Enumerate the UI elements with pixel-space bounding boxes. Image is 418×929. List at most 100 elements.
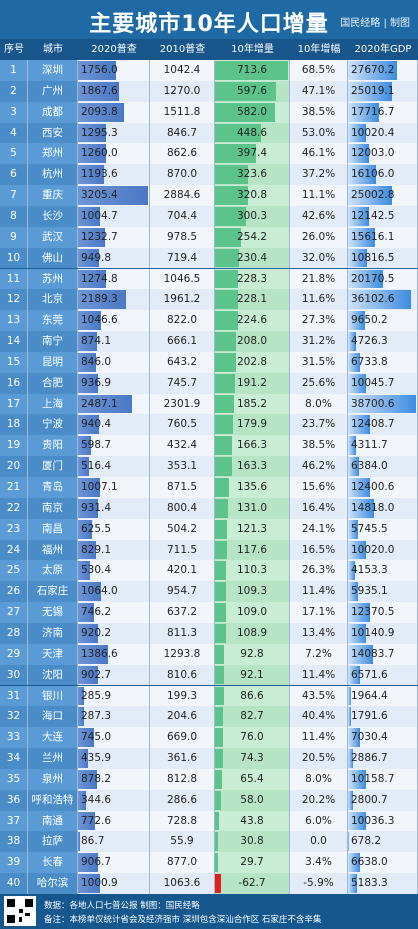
cell-text: 432.4: [166, 439, 198, 452]
cell-growth: 53.0%: [290, 122, 348, 144]
cell-text: 3: [10, 105, 17, 118]
cell-text: 4153.3: [351, 564, 388, 577]
cell-city: 大连: [28, 727, 78, 749]
cell-text: 17.1%: [301, 606, 336, 619]
value-bar: [348, 498, 375, 518]
cell-pop2010: 719.4: [150, 247, 215, 269]
cell-rank: 30: [0, 664, 28, 686]
cell-growth: 24.1%: [290, 518, 348, 540]
value-bar: [78, 686, 85, 706]
cell-pop2020: 1000.9: [78, 873, 150, 894]
cell-pop2020: 287.3: [78, 706, 150, 728]
cell-text: 24.1%: [301, 522, 336, 535]
cell-rank: 19: [0, 435, 28, 457]
cell-pop2010: 711.5: [150, 539, 215, 561]
table-row: 29 天津 1386.6 1293.8 92.8 7.2% 14083.7: [0, 643, 418, 665]
cell-pop2010: 954.7: [150, 581, 215, 603]
cell-gdp: 6384.0: [348, 456, 418, 477]
cell-text: 772.6: [81, 814, 112, 827]
cell-increase: 29.7: [215, 852, 290, 874]
cell-text: 30.8: [240, 835, 264, 848]
cell-text: 11.1%: [301, 189, 336, 202]
cell-text: 13.4%: [301, 626, 336, 639]
cell-growth: 11.1%: [290, 185, 348, 206]
cell-text: 254.2: [236, 230, 268, 243]
value-bar: [215, 332, 237, 351]
cell-text: 16: [6, 376, 21, 389]
cell-rank: 23: [0, 518, 28, 540]
table-row: 4 西安 1295.3 846.7 448.6 53.0% 10020.4: [0, 122, 418, 144]
footer-source: 数据：各地人口七普公报 制图：国民经略: [44, 901, 200, 911]
cell-growth: 13.4%: [290, 622, 348, 644]
value-bar: [78, 665, 98, 685]
cell-text: 2189.3: [81, 293, 118, 306]
cell-rank: 10: [0, 247, 28, 269]
cell-text: 353.1: [166, 460, 198, 473]
cell-rank: 27: [0, 602, 28, 623]
value-bar: [348, 290, 412, 310]
cell-pop2020: 530.4: [78, 560, 150, 582]
cell-text: 太原: [42, 564, 63, 577]
cell-increase: 323.6: [215, 164, 290, 186]
cell-text: 504.2: [166, 522, 198, 535]
value-bar: [78, 206, 100, 226]
cell-pop2020: 598.7: [78, 435, 150, 457]
value-bar: [215, 811, 220, 831]
cell-text: 2886.7: [351, 752, 388, 765]
value-bar: [215, 623, 227, 643]
cell-text: 长春: [42, 856, 63, 869]
table-row: 22 南京 931.4 800.4 131.0 16.4% 14818.0: [0, 497, 418, 519]
value-bar: [348, 144, 370, 164]
cell-gdp: 38700.6: [348, 393, 418, 415]
cell-pop2010: 504.2: [150, 518, 215, 540]
cell-text: 12408.7: [351, 418, 395, 431]
cell-text: 8: [10, 209, 17, 222]
cell-text: 16.4%: [301, 501, 336, 514]
cell-pop2010: 353.1: [150, 456, 215, 477]
value-bar: [215, 436, 232, 456]
cell-text: 902.7: [81, 668, 112, 681]
cell-gdp: 4153.3: [348, 560, 418, 582]
value-bar: [348, 623, 366, 643]
cell-increase: 166.3: [215, 435, 290, 457]
cell-text: 27670.2: [351, 64, 395, 76]
cell-text: 110.3: [236, 564, 268, 577]
cell-growth: 0.0: [290, 831, 348, 853]
cell-rank: 5: [0, 143, 28, 165]
cell-pop2020: 1193.6: [78, 164, 150, 186]
cell-rank: 20: [0, 456, 28, 477]
cell-text: 204.6: [166, 710, 198, 723]
value-bar: [348, 248, 367, 268]
cell-text: 东莞: [42, 314, 63, 327]
cell-pop2010: 1293.8: [150, 643, 215, 665]
cell-rank: 1: [0, 60, 28, 81]
cell-text: 36102.6: [351, 293, 395, 306]
cell-text: 68.5%: [301, 64, 336, 76]
cell-text: 5935.1: [351, 585, 388, 598]
cell-text: 杭州: [42, 168, 63, 181]
cell-increase: 254.2: [215, 226, 290, 248]
table-row: 3 成都 2093.8 1511.8 582.0 38.5% 17716.7: [0, 101, 418, 123]
cell-increase: 448.6: [215, 122, 290, 144]
cell-increase: 224.6: [215, 310, 290, 332]
table-row: 6 杭州 1193.6 870.0 323.6 37.2% 16106.0: [0, 164, 418, 186]
cell-growth: 32.0%: [290, 247, 348, 269]
cell-text: 31.2%: [301, 335, 336, 348]
cell-gdp: 36102.6: [348, 289, 418, 311]
value-bar: [348, 206, 370, 226]
cell-growth: 27.3%: [290, 310, 348, 332]
value-bar: [78, 332, 98, 351]
cell-text: 北京: [42, 293, 63, 306]
cell-text: 37.2%: [301, 168, 336, 181]
cell-text: 26: [6, 585, 21, 598]
cell-text: 南昌: [42, 522, 63, 535]
cell-text: 呼和浩特: [31, 793, 74, 806]
value-bar: [348, 665, 360, 685]
cell-text: 643.2: [166, 355, 198, 368]
value-bar: [348, 269, 384, 289]
cell-city: 上海: [28, 393, 78, 415]
cell-increase: 108.9: [215, 622, 290, 644]
cell-pop2010: 1042.4: [150, 60, 215, 81]
cell-text: 9: [10, 230, 17, 243]
cell-growth: 46.1%: [290, 143, 348, 165]
